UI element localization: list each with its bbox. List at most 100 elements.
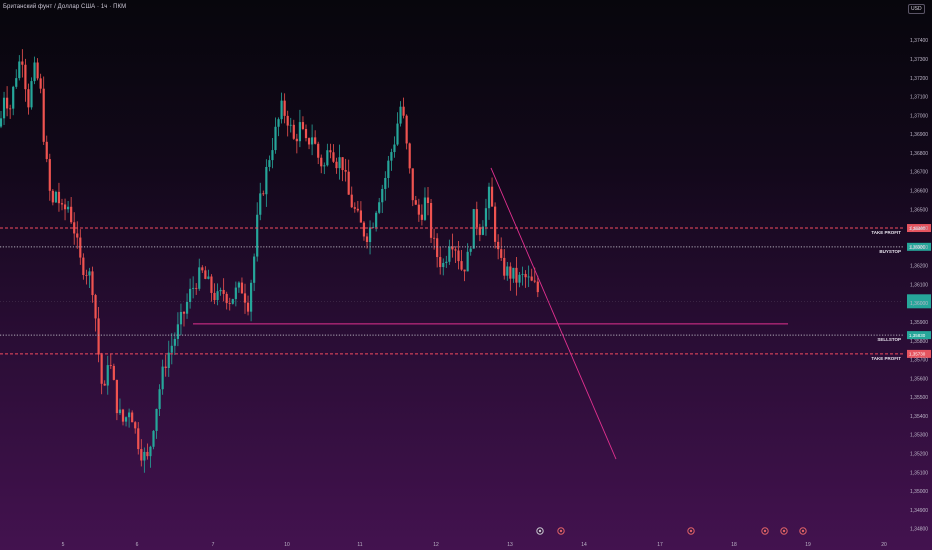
candle-down [210, 276, 213, 293]
x-tick-label: 7 [212, 542, 215, 548]
candle-up [149, 446, 152, 457]
y-tick-label: 1,36800 [910, 151, 928, 157]
x-tick-label: 6 [136, 542, 139, 548]
candle-up [265, 166, 268, 195]
candle-up [323, 165, 326, 167]
candle-up [54, 191, 57, 203]
candle-down [478, 227, 481, 235]
candle-up [152, 430, 155, 447]
candle-up [192, 287, 195, 289]
candle-up [176, 324, 179, 339]
candle-up [189, 288, 192, 302]
candle-up [231, 299, 234, 304]
candle-down [314, 137, 317, 144]
candle-down [292, 124, 295, 139]
y-tick-label: 1,34900 [910, 508, 928, 514]
y-tick-label: 1,37000 [910, 113, 928, 119]
y-tick-label: 1,37100 [910, 95, 928, 101]
trendline [490, 167, 617, 460]
candle-down [515, 267, 518, 283]
event-marker-dot [538, 529, 542, 533]
candle-down [436, 238, 439, 258]
candle-down [225, 293, 228, 304]
candle-up [445, 261, 448, 263]
level-price-tag-label: 1,35830 [909, 333, 926, 338]
candle-down [341, 157, 344, 171]
candle-up [271, 150, 274, 161]
candle-up [280, 100, 283, 120]
x-tick-label: 13 [507, 542, 513, 548]
event-marker-dot [782, 529, 786, 533]
candle-up [518, 274, 521, 283]
candle-up [118, 409, 122, 414]
candle-down [347, 171, 350, 195]
y-tick-label: 1,36000 [910, 301, 928, 307]
candle-down [228, 303, 231, 304]
candle-up [234, 287, 237, 300]
candle-up [0, 118, 3, 127]
candles-layer [0, 49, 539, 473]
y-tick-label: 1,36700 [910, 170, 928, 176]
candle-up [338, 157, 341, 169]
candle-down [9, 108, 12, 110]
candle-down [414, 200, 417, 205]
candle-down [536, 281, 539, 293]
time-axis[interactable]: 5 6 7 10 11 12 13 14 17 18 19 20 [62, 542, 887, 548]
level-price-tag-label: 1,36300 [909, 245, 926, 250]
candle-up [88, 271, 91, 276]
candle-down [213, 292, 216, 301]
candle-up [237, 282, 240, 288]
x-tick-label: 12 [433, 542, 439, 548]
candle-down [283, 100, 286, 116]
candle-down [85, 274, 88, 276]
level-price-tag [907, 224, 931, 233]
candle-down [24, 64, 27, 90]
y-tick-label: 1,36500 [910, 207, 928, 213]
y-tick-label: 1,35600 [910, 376, 928, 382]
level-price-tag-label: 1,35730 [909, 352, 926, 357]
candle-up [484, 208, 488, 227]
candle-up [2, 97, 6, 119]
y-tick-label: 1,35300 [910, 433, 928, 439]
candle-down [417, 204, 420, 215]
candle-down [134, 422, 137, 429]
y-tick-label: 1,35800 [910, 339, 928, 345]
level-price-tag [907, 242, 931, 251]
candle-down [60, 203, 64, 205]
candle-down [475, 209, 478, 228]
level-price-tag-label: 1,36400 [909, 226, 926, 231]
candle-down [42, 88, 45, 142]
candle-down [27, 89, 30, 108]
candle-down [70, 206, 73, 223]
candle-up [298, 122, 301, 142]
y-tick-label: 1,36300 [910, 245, 928, 251]
y-tick-label: 1,36100 [910, 282, 928, 288]
price-axis[interactable]: 1,37400 1,37300 1,37200 1,37100 1,37000 1,369… [910, 38, 928, 532]
candle-up [372, 227, 375, 228]
candle-down [405, 115, 408, 144]
candle-down [500, 249, 503, 258]
event-markers [536, 527, 807, 535]
candle-up [106, 365, 109, 386]
candle-down [353, 207, 356, 209]
candle-up [442, 262, 445, 268]
candle-down [73, 222, 76, 234]
candle-up [67, 206, 70, 210]
candle-up [179, 311, 183, 325]
candle-down [460, 261, 463, 270]
y-tick-label: 1,35700 [910, 358, 928, 364]
candle-up [423, 197, 427, 220]
candle-down [494, 206, 497, 242]
candle-down [320, 157, 323, 167]
candle-up [396, 123, 399, 145]
level-label: TAKE PROFIT [871, 356, 901, 361]
candle-down [365, 236, 369, 242]
candle-up [198, 267, 201, 289]
candle-up [393, 144, 396, 153]
candle-up [527, 276, 530, 278]
currency-button[interactable]: USD [908, 4, 925, 14]
candle-down [524, 273, 527, 278]
candle-up [268, 160, 271, 167]
candle-up [506, 266, 509, 276]
